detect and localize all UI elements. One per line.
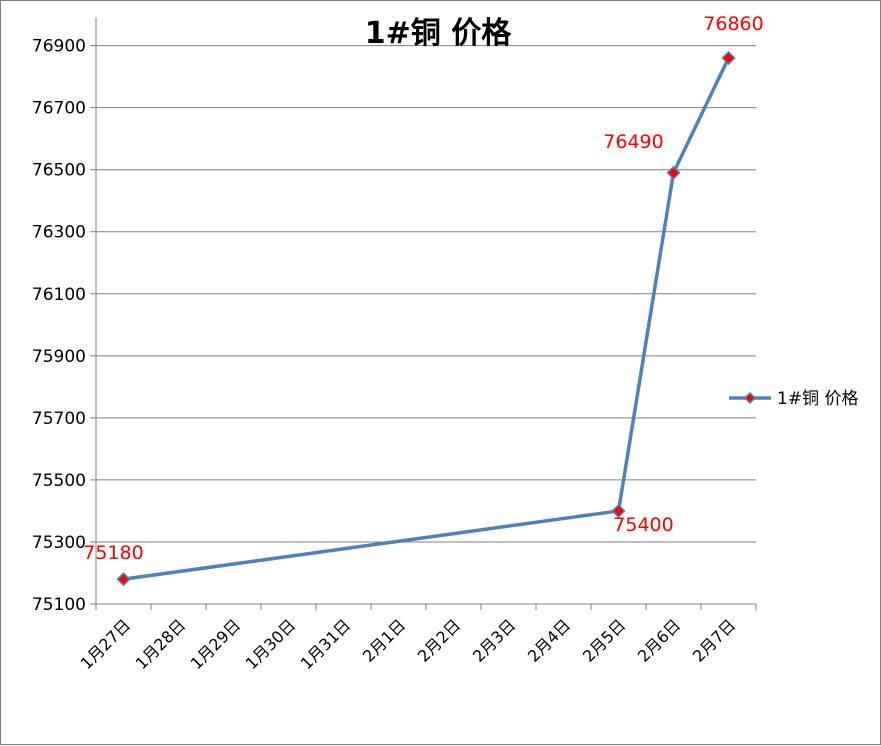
data-label: 76860 — [703, 13, 763, 35]
x-tick-label: 2月7日 — [689, 615, 739, 665]
series-line — [123, 57, 731, 581]
x-tick-label: 2月5日 — [579, 615, 629, 665]
x-tick-label: 2月6日 — [634, 615, 684, 665]
data-label: 76490 — [603, 131, 663, 153]
x-tick-label: 1月30日 — [242, 615, 300, 673]
y-tick-label: 76100 — [32, 285, 86, 305]
data-point-marker — [116, 572, 131, 587]
data-point-marker — [611, 503, 626, 518]
y-tick-label: 76900 — [32, 37, 86, 57]
x-tick-label: 2月2日 — [414, 615, 464, 665]
y-tick-label: 76300 — [32, 223, 86, 243]
x-tick-label: 2月3日 — [469, 615, 519, 665]
x-tick-label: 1月29日 — [187, 615, 245, 673]
x-tick-label: 1月28日 — [132, 615, 190, 673]
y-tick-label: 75500 — [32, 471, 86, 491]
x-tick-label: 1月31日 — [297, 615, 355, 673]
legend-marker — [743, 391, 757, 405]
data-point-marker — [721, 50, 736, 66]
x-tick-label: 2月4日 — [524, 615, 574, 665]
data-label: 75180 — [83, 542, 143, 564]
y-tick-label: 75900 — [32, 347, 86, 367]
data-point-marker — [666, 165, 681, 180]
y-tick-label: 75100 — [32, 595, 86, 615]
x-tick-label: 1月27日 — [77, 615, 135, 673]
chart-title: 1#铜 价格 — [365, 16, 512, 51]
y-tick-label: 76500 — [32, 161, 86, 181]
legend-label: 1#铜 价格 — [777, 389, 858, 409]
x-tick-label: 2月1日 — [359, 615, 409, 665]
y-tick-label: 76700 — [32, 99, 86, 119]
y-tick-label: 75700 — [32, 409, 86, 429]
data-label: 75400 — [613, 514, 673, 536]
y-tick-label: 75300 — [32, 533, 86, 553]
